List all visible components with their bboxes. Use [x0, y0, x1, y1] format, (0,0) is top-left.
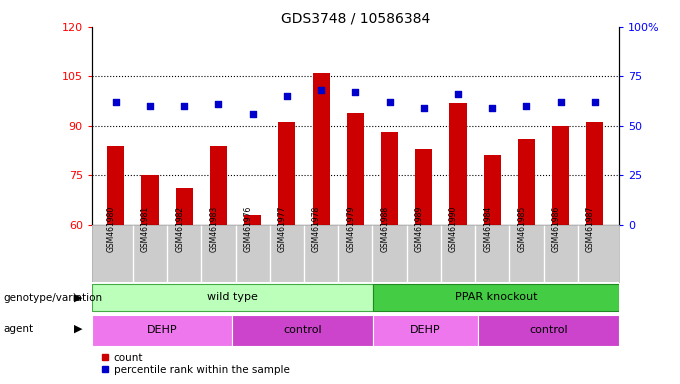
Text: GSM461976: GSM461976 — [243, 206, 253, 252]
Bar — [210, 146, 227, 225]
Text: ▶: ▶ — [74, 324, 83, 334]
Bar — [233, 315, 373, 346]
Text: control: control — [529, 324, 568, 334]
Point — [521, 103, 532, 109]
Text: wild type: wild type — [207, 292, 258, 302]
Point — [555, 99, 566, 105]
Point — [145, 103, 156, 109]
Legend: count, percentile rank within the sample: count, percentile rank within the sample — [97, 348, 294, 379]
Text: GSM461977: GSM461977 — [278, 206, 287, 252]
Point — [316, 87, 326, 93]
Text: GSM461985: GSM461985 — [517, 206, 526, 252]
Title: GDS3748 / 10586384: GDS3748 / 10586384 — [281, 12, 430, 26]
Bar — [278, 122, 295, 225]
Bar — [244, 215, 261, 225]
Point — [282, 93, 292, 99]
Text: DEHP: DEHP — [147, 324, 177, 334]
Bar — [107, 146, 124, 225]
Bar — [373, 315, 478, 346]
Point — [110, 99, 121, 105]
Text: agent: agent — [3, 324, 33, 334]
Text: GSM461989: GSM461989 — [415, 206, 424, 252]
Text: GSM461987: GSM461987 — [586, 206, 595, 252]
Bar — [415, 149, 432, 225]
Text: GSM461979: GSM461979 — [346, 206, 356, 252]
Bar — [92, 315, 233, 346]
Bar — [313, 73, 330, 225]
Text: GSM461986: GSM461986 — [551, 206, 560, 252]
Bar — [347, 113, 364, 225]
Point — [248, 111, 258, 117]
Text: control: control — [284, 324, 322, 334]
Text: genotype/variation: genotype/variation — [3, 293, 103, 303]
Point — [179, 103, 190, 109]
Bar — [552, 126, 569, 225]
Text: GSM461981: GSM461981 — [141, 206, 150, 252]
Point — [350, 89, 361, 95]
Text: GSM461980: GSM461980 — [107, 206, 116, 252]
Bar — [175, 189, 192, 225]
Bar — [483, 156, 500, 225]
Point — [590, 99, 600, 105]
Bar — [586, 122, 603, 225]
Point — [418, 105, 429, 111]
Bar — [518, 139, 535, 225]
Bar — [373, 284, 619, 311]
Text: PPAR knockout: PPAR knockout — [455, 292, 537, 302]
Text: GSM461988: GSM461988 — [381, 206, 390, 252]
Text: DEHP: DEHP — [410, 324, 441, 334]
Bar — [92, 284, 373, 311]
Text: GSM461978: GSM461978 — [312, 206, 321, 252]
Point — [452, 91, 463, 97]
Point — [213, 101, 224, 107]
Point — [384, 99, 395, 105]
Text: GSM461983: GSM461983 — [209, 206, 218, 252]
Text: ▶: ▶ — [74, 293, 83, 303]
Bar — [449, 103, 466, 225]
Text: GSM461990: GSM461990 — [449, 206, 458, 252]
Text: GSM461984: GSM461984 — [483, 206, 492, 252]
Point — [487, 105, 498, 111]
Bar — [381, 132, 398, 225]
Bar — [141, 175, 158, 225]
Bar — [478, 315, 619, 346]
Text: GSM461982: GSM461982 — [175, 206, 184, 252]
